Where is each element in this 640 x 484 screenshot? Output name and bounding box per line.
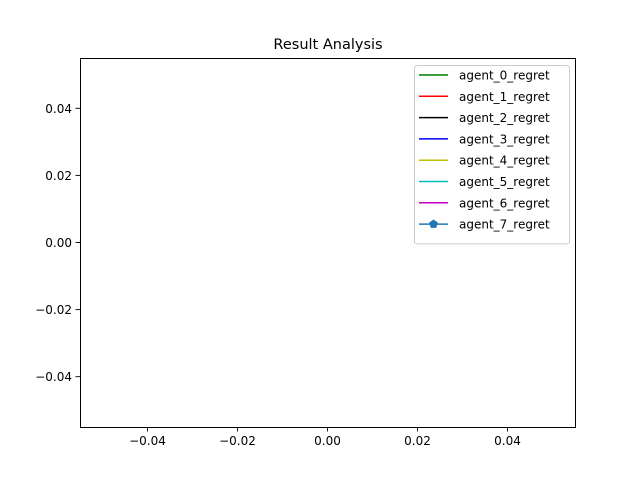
legend-label: agent_7_regret [459,218,550,232]
legend-label: agent_3_regret [459,132,550,146]
y-tick-label: 0.00 [45,236,72,250]
legend-item: agent_6_regret [419,196,550,210]
x-tick-label: 0.04 [494,434,521,448]
y-tick-label: −0.04 [35,370,72,384]
legend-item: agent_4_regret [419,154,550,168]
legend-item: agent_5_regret [419,175,550,189]
legend-label: agent_4_regret [459,154,550,168]
legend-label: agent_5_regret [459,175,550,189]
legend-item: agent_1_regret [419,90,550,104]
chart-title: Result Analysis [273,37,382,53]
legend-label: agent_6_regret [459,196,550,210]
plot-frame [80,58,576,428]
legend-label: agent_1_regret [459,90,550,104]
legend-label: agent_0_regret [459,69,550,83]
legend: agent_0_regret agent_1_regret agent_2_regr… [414,65,570,245]
y-tick-label: 0.02 [45,169,72,183]
legend-label: agent_2_regret [459,111,550,125]
y-tick-label: −0.02 [35,303,72,317]
legend-item: agent_7_regret [419,218,550,232]
legend-item: agent_3_regret [419,132,550,146]
legend-item: agent_2_regret [419,111,550,125]
x-tick-label: −0.04 [129,434,166,448]
pentagon-marker-icon [429,219,438,228]
x-tick-label: 0.02 [404,434,431,448]
legend-item: agent_0_regret [419,69,550,83]
x-axis: −0.04 −0.02 0.00 0.02 0.04 [129,427,521,448]
y-tick-label: 0.04 [45,102,72,116]
legend-box [414,65,570,245]
x-tick-label: 0.00 [314,434,341,448]
y-axis: 0.04 0.02 0.00 −0.02 −0.04 [35,102,80,384]
x-tick-label: −0.02 [219,434,256,448]
